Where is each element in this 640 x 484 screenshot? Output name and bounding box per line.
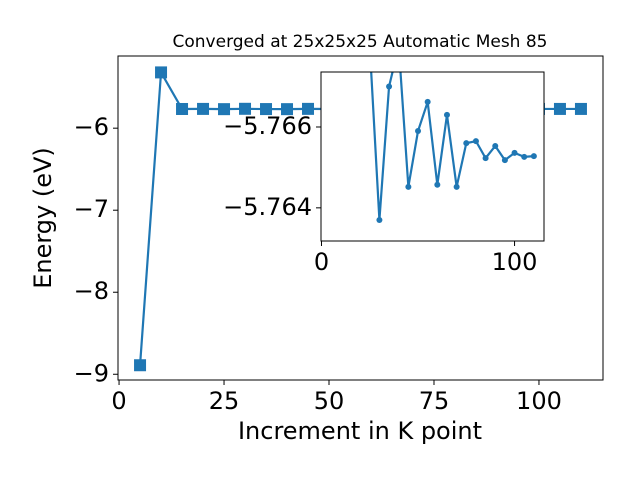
y-tick-label: −9	[74, 359, 109, 387]
chart-title: Converged at 25x25x25 Automatic Mesh 85	[173, 32, 548, 52]
x-tick-label: 0	[111, 387, 126, 415]
x-tick-label: 100	[492, 248, 538, 276]
data-marker	[218, 103, 231, 116]
plot-frame	[320, 71, 545, 242]
y-tick-label: −5.766	[223, 112, 312, 140]
data-marker	[521, 153, 528, 160]
data-marker	[386, 83, 393, 90]
y-axis-label: Energy (eV)	[29, 147, 57, 289]
data-marker	[472, 138, 479, 145]
data-marker	[482, 155, 489, 162]
data-marker	[453, 183, 460, 190]
data-marker	[511, 149, 518, 156]
data-marker	[415, 128, 422, 135]
data-marker	[197, 102, 210, 115]
data-marker	[501, 157, 508, 164]
y-tick-label: −8	[74, 277, 109, 305]
y-tick-label: −5.764	[223, 193, 312, 221]
x-tick-label: 75	[419, 387, 450, 415]
plot-content	[370, 72, 537, 223]
x-tick-label: 0	[314, 248, 329, 276]
data-marker	[302, 102, 315, 115]
x-axis-label: Increment in K point	[238, 417, 482, 445]
data-marker	[281, 103, 294, 116]
data-marker	[443, 111, 450, 118]
data-marker	[553, 102, 566, 115]
y-tick-label: −6	[74, 113, 109, 141]
data-marker	[239, 102, 252, 115]
plot-area	[321, 72, 544, 241]
y-tick-label: −7	[74, 195, 109, 223]
data-marker	[463, 140, 470, 147]
data-marker	[155, 66, 168, 79]
data-marker	[176, 102, 189, 115]
x-tick-label: 50	[314, 387, 345, 415]
data-marker	[434, 181, 441, 188]
data-marker	[574, 102, 587, 115]
data-marker	[134, 359, 147, 372]
data-marker	[376, 216, 383, 223]
data-marker	[492, 142, 499, 149]
x-tick-label: 100	[516, 387, 562, 415]
x-tick-label: 25	[209, 387, 240, 415]
data-marker	[405, 183, 412, 190]
data-marker	[260, 103, 273, 116]
plot-frame	[117, 55, 604, 381]
data-marker	[424, 98, 431, 105]
data-marker	[530, 153, 537, 160]
